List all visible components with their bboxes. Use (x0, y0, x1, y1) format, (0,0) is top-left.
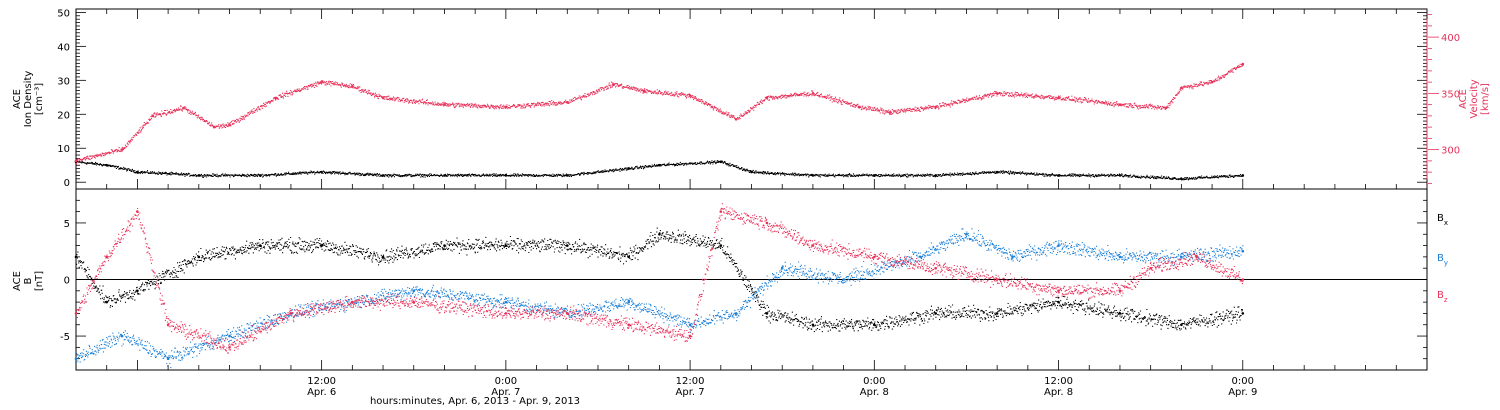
bottom-panel-magnetic-field: -5 0 5 ACEB[nT] Bx By Bz (12, 188, 1448, 371)
bz-point (627, 323, 630, 327)
x-tick-date-label: Apr. 8 (860, 387, 889, 398)
density-tick-label: 0 (64, 178, 70, 189)
density-tick-label: 10 (57, 144, 70, 155)
x-tick-date-label: Apr. 8 (1044, 387, 1073, 398)
density-tick-label: 40 (57, 42, 70, 53)
density-tick-label: 20 (57, 110, 70, 121)
series-bz (74, 203, 1245, 354)
legend-by: By (1437, 253, 1448, 267)
bx-point (74, 255, 78, 259)
by-point (74, 357, 78, 361)
by-point (627, 300, 630, 304)
velocity-tick-label: 300 (1441, 146, 1460, 157)
density-axis-title: ACEIon Density[cm⁻³] (12, 71, 45, 128)
bz-point (719, 210, 723, 213)
x-tick-date-label: Apr. 6 (307, 387, 336, 398)
density-trace (76, 160, 1244, 181)
x-tick-date-label: Apr. 7 (676, 387, 705, 398)
b-field-axis-title: ACEB[nT] (12, 271, 45, 291)
by-point (780, 266, 784, 270)
velocity-axis-title: ACEVelocity[km/s] (1458, 79, 1491, 118)
legend-bz: Bz (1437, 290, 1448, 304)
bz-point (995, 278, 999, 281)
bz-point (504, 312, 508, 315)
by-point (1057, 244, 1060, 247)
x-tick-date-label: Apr. 9 (1228, 387, 1257, 398)
series-velocity (74, 62, 1245, 165)
series-bx (74, 227, 1245, 333)
x-tick-time-label: 0:00 (1232, 376, 1254, 387)
x-tick-time-label: 0:00 (495, 376, 517, 387)
series-by (74, 228, 1245, 369)
by-trace (76, 228, 1244, 369)
velocity-tick-label: 350 (1441, 89, 1460, 100)
b-field-tick-label: 0 (64, 276, 70, 287)
by-point (1011, 255, 1014, 259)
bz-point (1057, 289, 1060, 293)
b-field-tick-label: 5 (64, 219, 70, 230)
legend-bx: Bx (1437, 213, 1448, 227)
bx-point (658, 233, 661, 236)
bx-point (443, 244, 446, 247)
by-point (734, 312, 738, 315)
velocity-tick-label: 400 (1441, 33, 1460, 44)
density-tick-label: 50 (57, 8, 70, 19)
density-tick-label: 30 (57, 76, 70, 87)
velocity-trace (76, 63, 1244, 165)
top-panel-density-velocity: 0 10 20 30 40 50 ACEIon Density[cm⁻³] 300 350 400… (12, 8, 1491, 190)
x-tick-date-label: Apr. 7 (491, 387, 520, 398)
x-tick-time-label: 0:00 (863, 376, 885, 387)
bz-trace (76, 203, 1244, 354)
by-point (688, 323, 692, 327)
b-field-tick-label: -5 (60, 332, 70, 343)
x-axis-title: hours:minutes, Apr. 6, 2013 - Apr. 9, 20… (370, 396, 580, 407)
bx-point (995, 312, 999, 315)
velocity-point (1241, 62, 1245, 66)
x-tick-time-label: 12:00 (676, 376, 705, 387)
x-tick-time-label: 12:00 (1044, 376, 1073, 387)
by-point (504, 300, 508, 304)
bx-trace (76, 227, 1244, 333)
series-density (74, 160, 1245, 181)
x-tick-time-label: 12:00 (307, 376, 336, 387)
